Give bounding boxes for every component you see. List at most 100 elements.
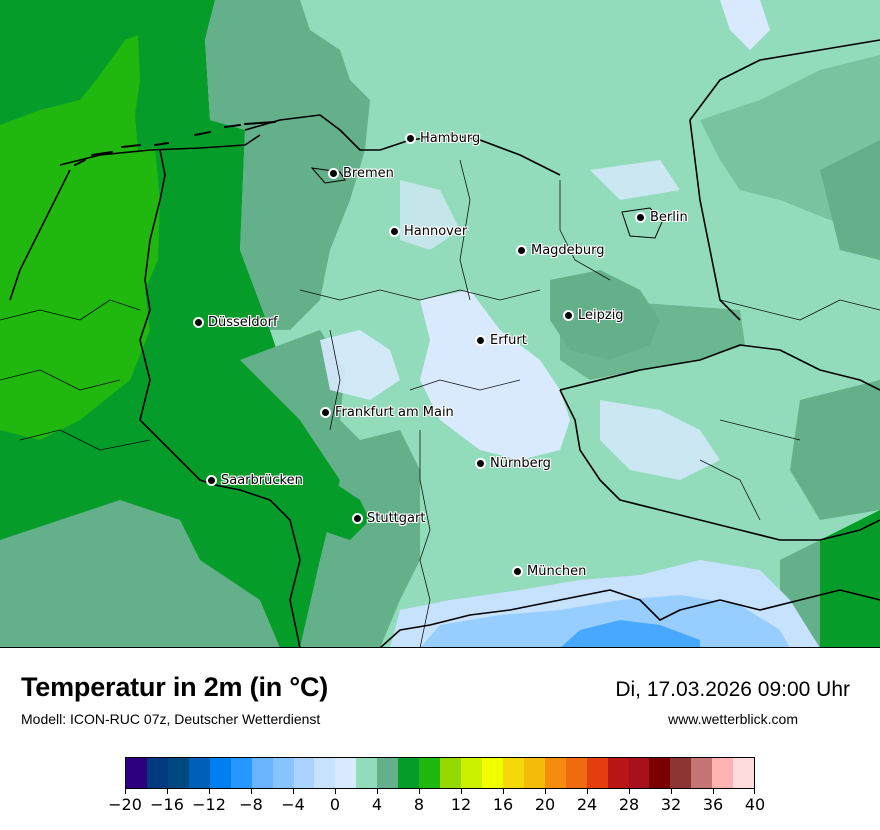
- city-label: Bremen: [343, 166, 394, 181]
- colorbar-segment: [628, 758, 650, 788]
- colorbar-tick: [251, 789, 252, 794]
- city-stuttgart: Stuttgart: [352, 511, 426, 526]
- colorbar-segment: [712, 758, 734, 788]
- colorbar-segment: [607, 758, 629, 788]
- colorbar-segment: [461, 758, 482, 788]
- city-marker-icon: [635, 212, 646, 223]
- colorbar-segment: [377, 758, 399, 788]
- colorbar-tick-label: −16: [150, 795, 184, 814]
- city-magdeburg: Magdeburg: [516, 243, 605, 258]
- colorbar-tick: [209, 789, 210, 794]
- colorbar-tick: [377, 789, 378, 794]
- valid-datetime: Di, 17.03.2026 09:00 Uhr: [615, 678, 850, 701]
- city-marker-icon: [193, 317, 204, 328]
- colorbar-tick-label: 12: [450, 795, 472, 814]
- colorbar-tick-label: 8: [413, 795, 425, 814]
- city-nuernberg: Nürnberg: [475, 456, 551, 471]
- city-leipzig: Leipzig: [563, 308, 624, 323]
- city-duesseldorf: Düsseldorf: [193, 315, 278, 330]
- city-marker-icon: [389, 226, 400, 237]
- colorbar-segment: [440, 758, 461, 788]
- colorbar-tick: [671, 789, 672, 794]
- colorbar-segment: [502, 758, 524, 788]
- colorbar-tick-label: 28: [618, 795, 640, 814]
- colorbar-segment: [293, 758, 315, 788]
- city-marker-icon: [475, 458, 486, 469]
- colorbar-tick-label: 16: [492, 795, 514, 814]
- colorbar-segment: [209, 758, 231, 788]
- colorbar-segment: [586, 758, 608, 788]
- city-muenchen: München: [512, 564, 587, 579]
- city-bremen: Bremen: [328, 166, 394, 181]
- colorbar-tick: [461, 789, 462, 794]
- city-marker-icon: [328, 168, 339, 179]
- colorbar-segment: [523, 758, 545, 788]
- colorbar-tick: [503, 789, 504, 794]
- city-label: Düsseldorf: [208, 315, 278, 330]
- colorbar-segment: [272, 758, 294, 788]
- temperature-colorbar: [125, 757, 755, 789]
- colorbar-segment: [251, 758, 273, 788]
- city-marker-icon: [516, 245, 527, 256]
- temperature-map: Hamburg Bremen Hannover Berlin Magdeburg…: [0, 0, 880, 648]
- colorbar-tick-label: 0: [329, 795, 341, 814]
- colorbar-tick: [419, 789, 420, 794]
- city-frankfurt: Frankfurt am Main: [320, 405, 454, 420]
- colorbar-segment: [126, 758, 147, 788]
- map-title: Temperatur in 2m (in °C): [21, 672, 329, 702]
- city-label: Erfurt: [490, 333, 527, 348]
- colorbar-tick: [125, 789, 126, 794]
- colorbar-segment: [419, 758, 441, 788]
- colorbar-segment: [314, 758, 336, 788]
- city-berlin: Berlin: [635, 210, 688, 225]
- city-erfurt: Erfurt: [475, 333, 527, 348]
- colorbar-tick-label: 4: [371, 795, 383, 814]
- colorbar-ticks: −20 −16 −12 −8 −4 0 4 8 12 16 20 24 28 32 36 40: [108, 789, 765, 819]
- colorbar-segment: [649, 758, 671, 788]
- colorbar-tick: [754, 789, 755, 794]
- colorbar-segment: [335, 758, 357, 788]
- city-label: München: [527, 564, 587, 579]
- colorbar-tick: [629, 789, 630, 794]
- colorbar-segment: [544, 758, 566, 788]
- city-marker-icon: [405, 133, 416, 144]
- city-label: Hamburg: [420, 131, 481, 146]
- city-label: Stuttgart: [367, 511, 426, 526]
- colorbar-tick-label: 24: [576, 795, 598, 814]
- city-marker-icon: [475, 335, 486, 346]
- colorbar-tick: [587, 789, 588, 794]
- colorbar-tick-label: −4: [281, 795, 305, 814]
- colorbar-tick-label: 32: [660, 795, 682, 814]
- city-hamburg: Hamburg: [405, 131, 481, 146]
- colorbar-segment: [398, 758, 420, 788]
- website-link[interactable]: www.wetterblick.com: [668, 711, 798, 727]
- city-label: Hannover: [404, 224, 468, 239]
- colorbar-tick: [293, 789, 294, 794]
- colorbar-tick-label: −8: [239, 795, 263, 814]
- colorbar-tick: [713, 789, 714, 794]
- colorbar-tick: [335, 789, 336, 794]
- city-label: Leipzig: [578, 308, 624, 323]
- colorbar-tick-label: 40: [744, 795, 766, 814]
- colorbar-tick-label: −12: [192, 795, 226, 814]
- colorbar-segment: [481, 758, 503, 788]
- colorbar-segment: [670, 758, 692, 788]
- city-saarbruecken: Saarbrücken: [206, 473, 303, 488]
- colorbar-tick: [545, 789, 546, 794]
- city-label: Saarbrücken: [221, 473, 303, 488]
- colorbar-segment: [188, 758, 210, 788]
- colorbar-segment: [565, 758, 587, 788]
- city-hannover: Hannover: [389, 224, 468, 239]
- colorbar-segment: [733, 758, 755, 788]
- colorbar-tick-label: 36: [702, 795, 724, 814]
- colorbar-segment: [230, 758, 252, 788]
- city-marker-icon: [206, 475, 217, 486]
- city-marker-icon: [512, 566, 523, 577]
- city-label: Nürnberg: [490, 456, 551, 471]
- colorbar-tick-label: −20: [108, 795, 142, 814]
- colorbar-segment: [691, 758, 713, 788]
- city-marker-icon: [320, 407, 331, 418]
- colorbar-segment: [167, 758, 189, 788]
- city-label: Magdeburg: [531, 243, 605, 258]
- city-label: Berlin: [650, 210, 688, 225]
